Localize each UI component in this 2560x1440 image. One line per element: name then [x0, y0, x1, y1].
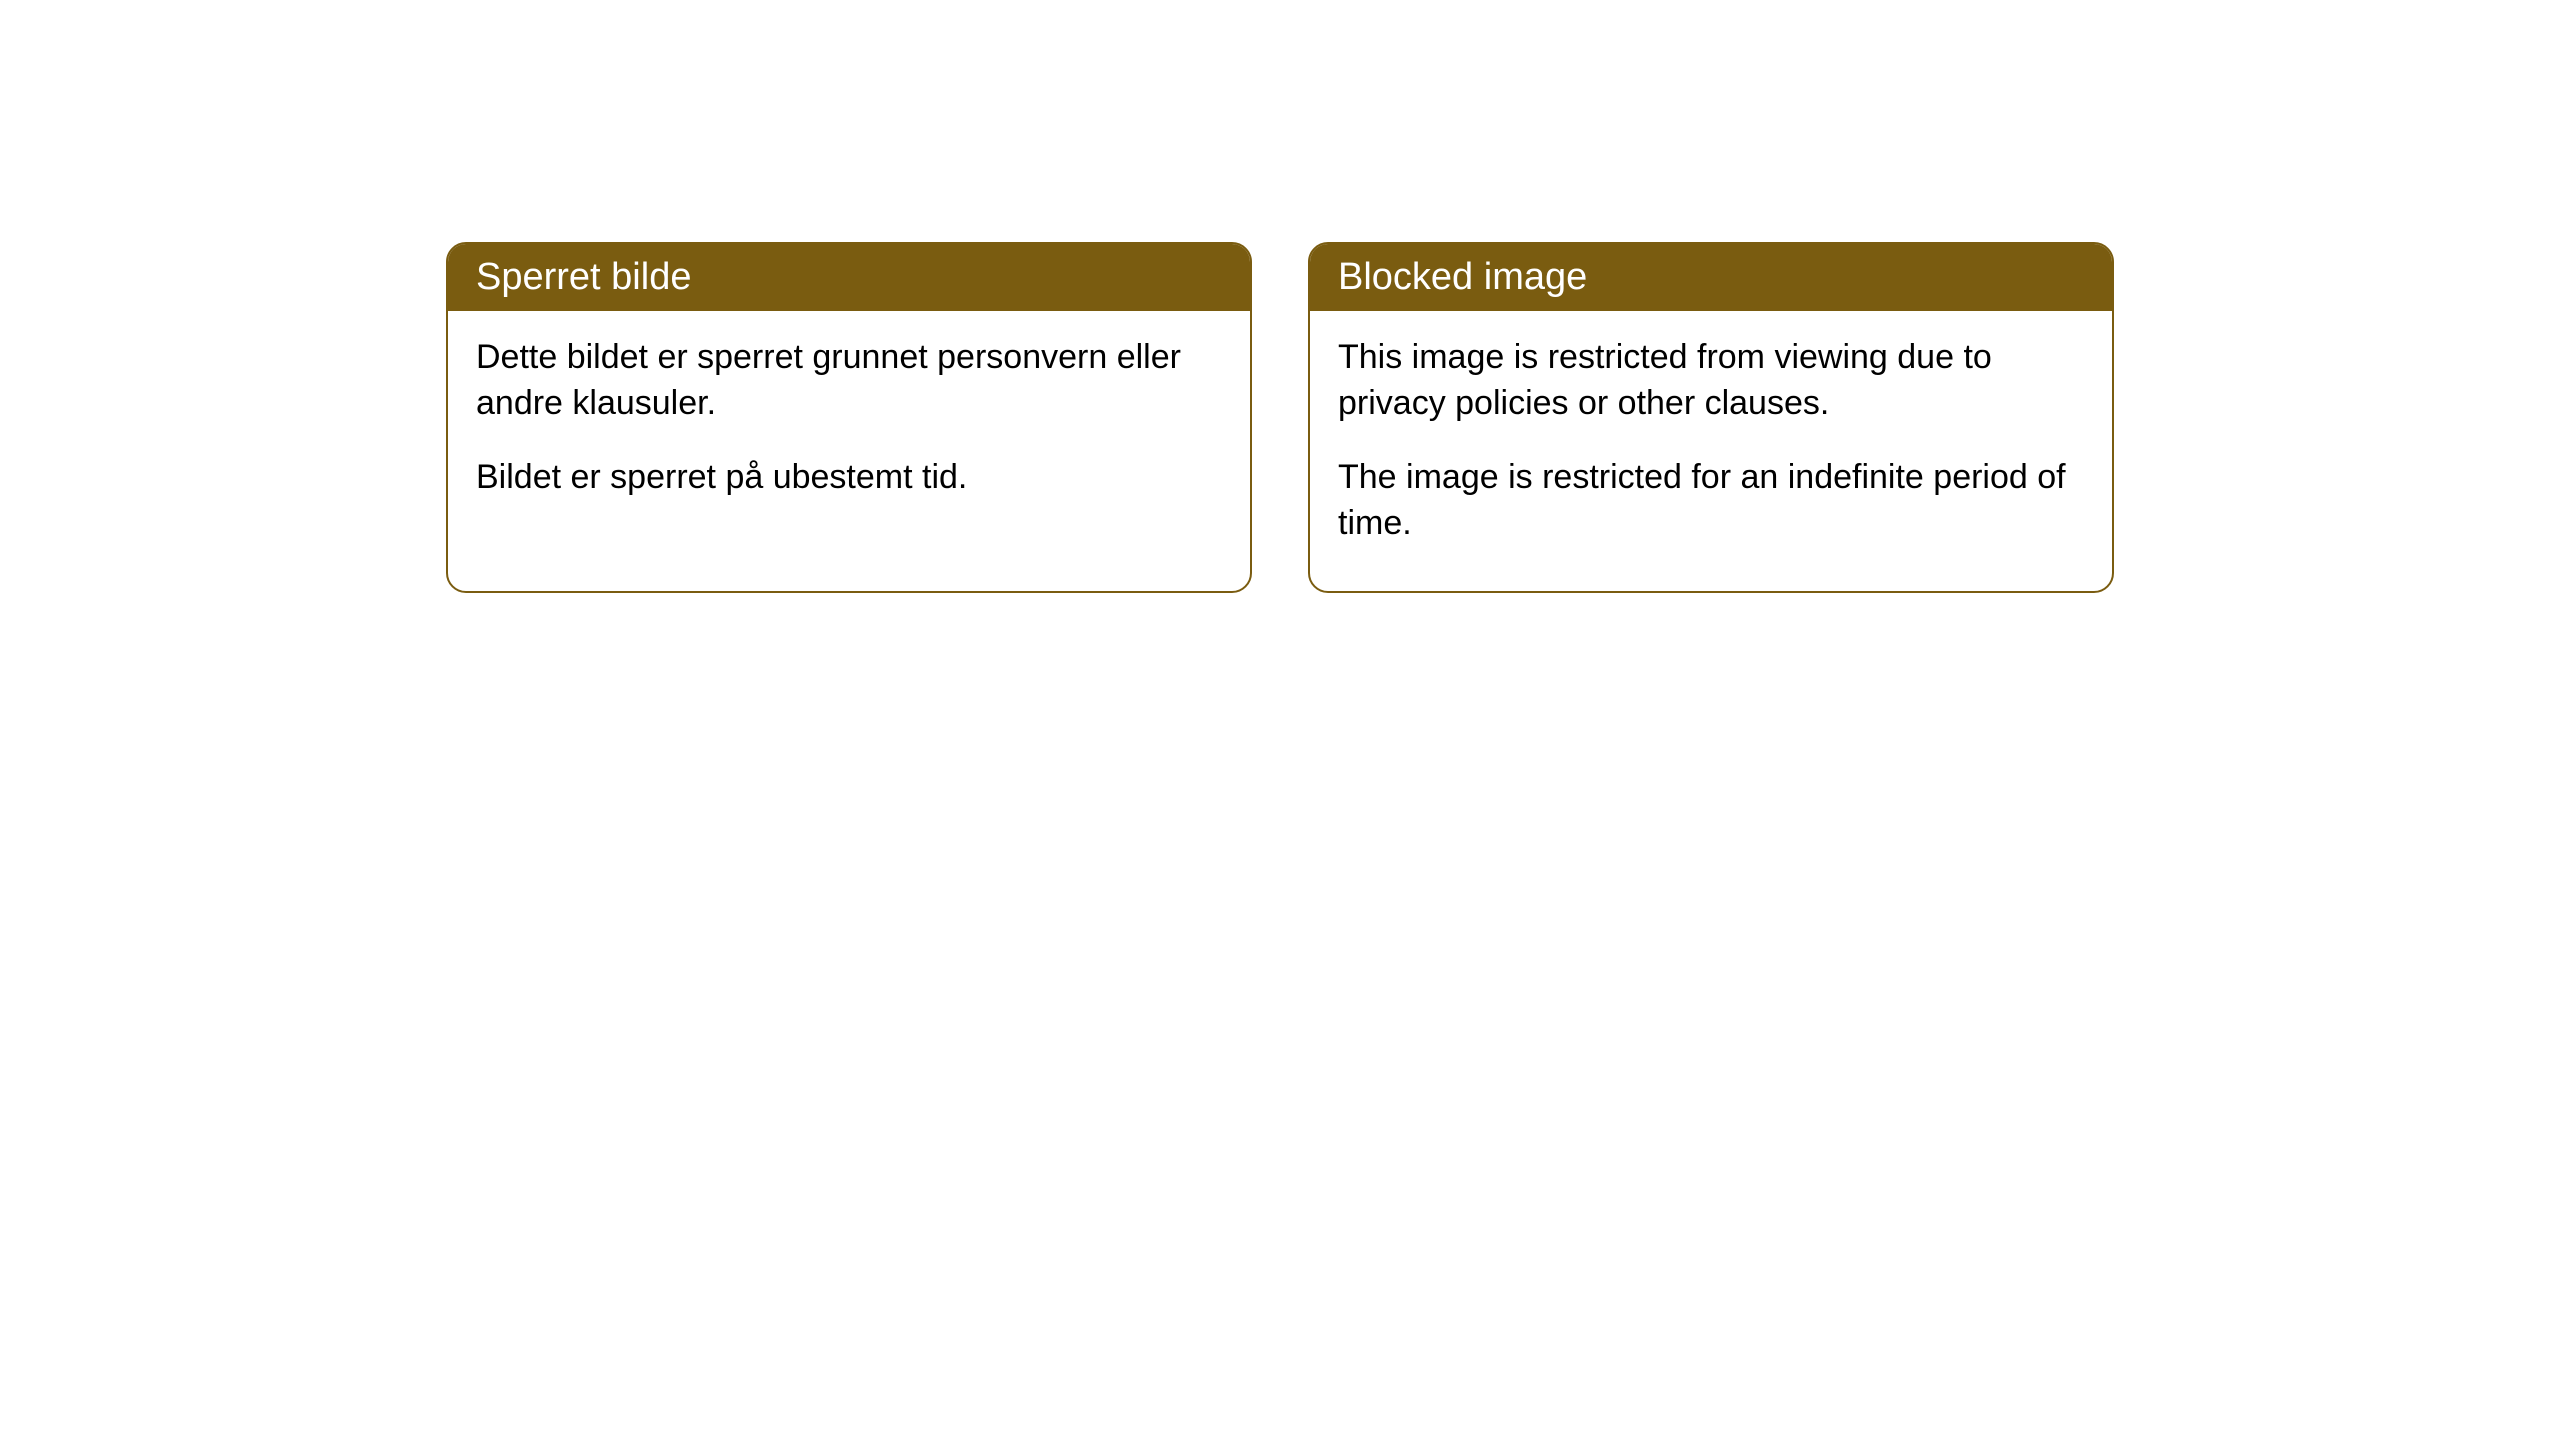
card-header: Sperret bilde	[448, 244, 1250, 311]
notice-text-2: The image is restricted for an indefinit…	[1338, 455, 2084, 547]
notice-container: Sperret bilde Dette bildet er sperret gr…	[0, 242, 2560, 593]
card-header: Blocked image	[1310, 244, 2112, 311]
card-body: Dette bildet er sperret grunnet personve…	[448, 311, 1250, 545]
notice-text-1: This image is restricted from viewing du…	[1338, 335, 2084, 427]
notice-card-norwegian: Sperret bilde Dette bildet er sperret gr…	[446, 242, 1252, 593]
notice-text-2: Bildet er sperret på ubestemt tid.	[476, 455, 1222, 501]
notice-card-english: Blocked image This image is restricted f…	[1308, 242, 2114, 593]
notice-text-1: Dette bildet er sperret grunnet personve…	[476, 335, 1222, 427]
card-body: This image is restricted from viewing du…	[1310, 311, 2112, 591]
